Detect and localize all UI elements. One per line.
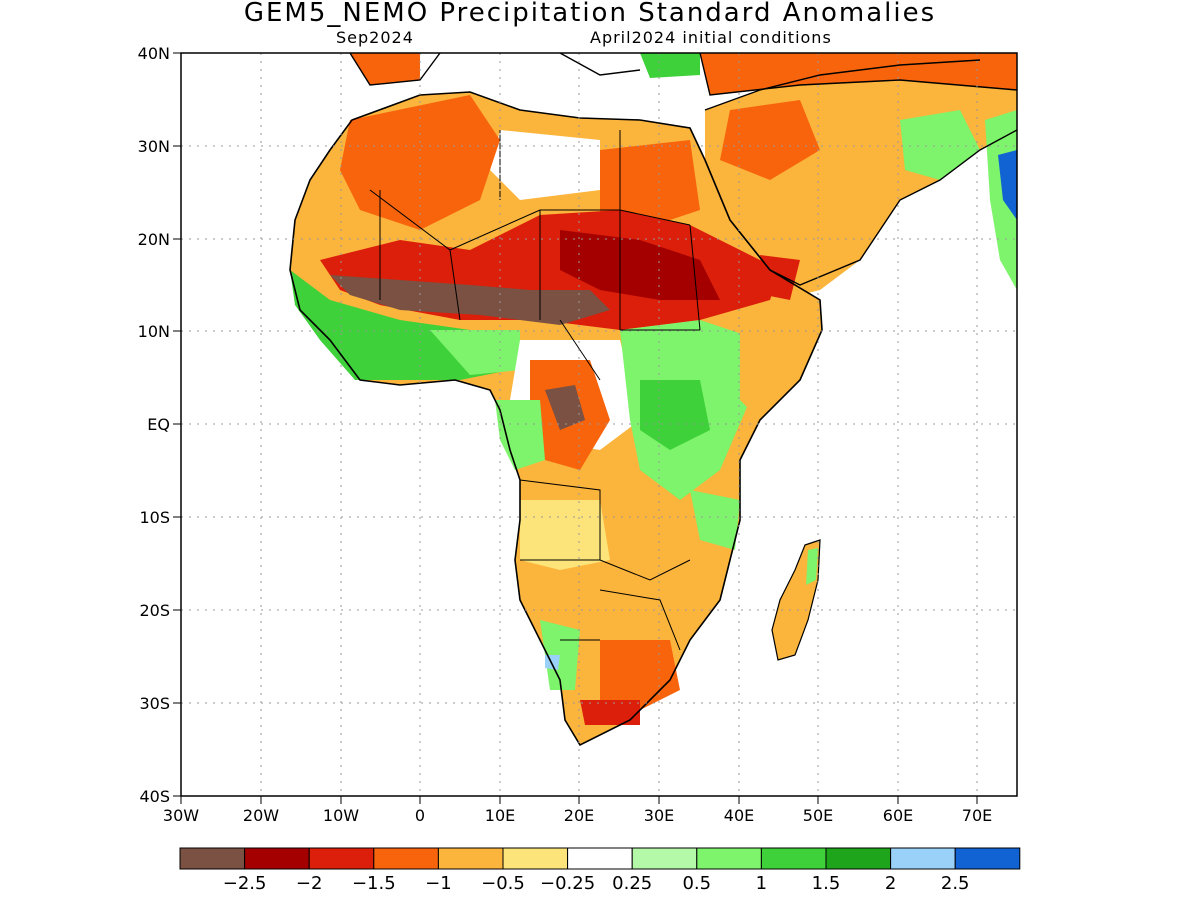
lat-label: EQ	[147, 415, 170, 434]
colorbar: −2.5 −2 −1.5 −1 −0.5 −0.25 0.25 0.5 1 1.5 2 2.5	[179, 847, 1021, 894]
colorbar-swatch	[954, 847, 1021, 870]
arabia-green	[900, 110, 980, 180]
lat-labels: 40N 30N 20N 10N EQ 10S 20S 30S 40S	[138, 44, 170, 806]
lon-label: 10E	[485, 806, 515, 825]
lat-label: 10S	[139, 508, 170, 527]
somalia-orange	[740, 320, 822, 420]
colorbar-swatch	[308, 847, 375, 870]
southern-red	[600, 640, 680, 710]
colorbar-label: 2.5	[941, 873, 970, 894]
arabia-orange	[720, 100, 820, 180]
colorbar-swatch	[890, 847, 956, 870]
colorbar-label: −0.5	[481, 873, 525, 894]
forecast-month: Sep2024	[336, 28, 414, 47]
congo-green	[495, 400, 545, 470]
lat-label: 40N	[138, 44, 170, 63]
lon-label: 60E	[883, 806, 913, 825]
colorbar-label: −0.25	[540, 873, 595, 894]
east-darkgreen	[640, 380, 710, 450]
colorbar-swatch	[825, 847, 892, 870]
sahel-darkred	[560, 230, 720, 300]
south-coast-red	[580, 700, 640, 725]
colorbar-swatch	[696, 847, 762, 870]
europe-land	[350, 53, 420, 85]
colorbar-swatch	[631, 847, 698, 870]
sahara-white	[490, 130, 600, 200]
colorbar-label: −1	[425, 873, 452, 894]
colorbar-swatch	[179, 847, 246, 870]
india-blue	[998, 150, 1017, 220]
lon-label: 70E	[962, 806, 992, 825]
colorbar-swatch	[244, 847, 310, 870]
lon-label: 30W	[163, 806, 199, 825]
colorbar-swatch	[437, 847, 504, 870]
colorbar-swatch	[567, 847, 633, 870]
colorbar-label: 1	[756, 873, 767, 894]
grid-lines	[181, 53, 1017, 796]
lat-label: 20N	[138, 230, 170, 249]
lon-label: 10W	[323, 806, 359, 825]
colorbar-label: −1.5	[352, 873, 396, 894]
arabia-coastline	[704, 59, 1017, 286]
colorbar-label: 0.25	[612, 873, 652, 894]
colorbar-label: 0.5	[682, 873, 711, 894]
guinea-lightgreen	[430, 330, 520, 375]
southern-green2	[690, 490, 740, 550]
lon-label: 50E	[803, 806, 833, 825]
caspian-green	[640, 53, 700, 78]
lon-label: 0	[415, 806, 425, 825]
lat-label: 40S	[139, 787, 170, 806]
libya-orange	[600, 140, 700, 230]
tick-marks	[173, 52, 978, 804]
colorbar-label: 2	[885, 873, 896, 894]
lon-labels: 30W 20W 10W 0 10E 20E 30E 40E 50E 60E 70…	[163, 806, 992, 825]
initial-conditions-label: April2024 initial conditions	[590, 28, 832, 47]
colorbar-swatch	[502, 847, 569, 870]
lat-label: 10N	[138, 322, 170, 341]
colorbar-swatch	[373, 847, 439, 870]
lon-label: 20W	[243, 806, 279, 825]
map-plot-area	[181, 53, 1017, 796]
namibia-blue	[545, 655, 560, 670]
colorbar-swatch	[760, 847, 827, 870]
colorbar-label: −2	[296, 873, 323, 894]
lon-label: 20E	[564, 806, 594, 825]
central-brown	[545, 385, 585, 430]
map-title: GEM5_NEMO Precipitation Standard Anomali…	[243, 0, 937, 28]
madagascar-green	[806, 548, 818, 585]
lon-label: 30E	[644, 806, 674, 825]
arabia-red	[760, 255, 800, 300]
lat-label: 30S	[139, 694, 170, 713]
africa-coastline	[289, 91, 823, 747]
lon-label: 40E	[724, 806, 754, 825]
colorbar-label: −2.5	[223, 873, 267, 894]
lat-label: 30N	[138, 137, 170, 156]
europe-coastline	[349, 53, 1017, 96]
colorbar-label: 1.5	[812, 873, 841, 894]
lat-label: 20S	[139, 601, 170, 620]
